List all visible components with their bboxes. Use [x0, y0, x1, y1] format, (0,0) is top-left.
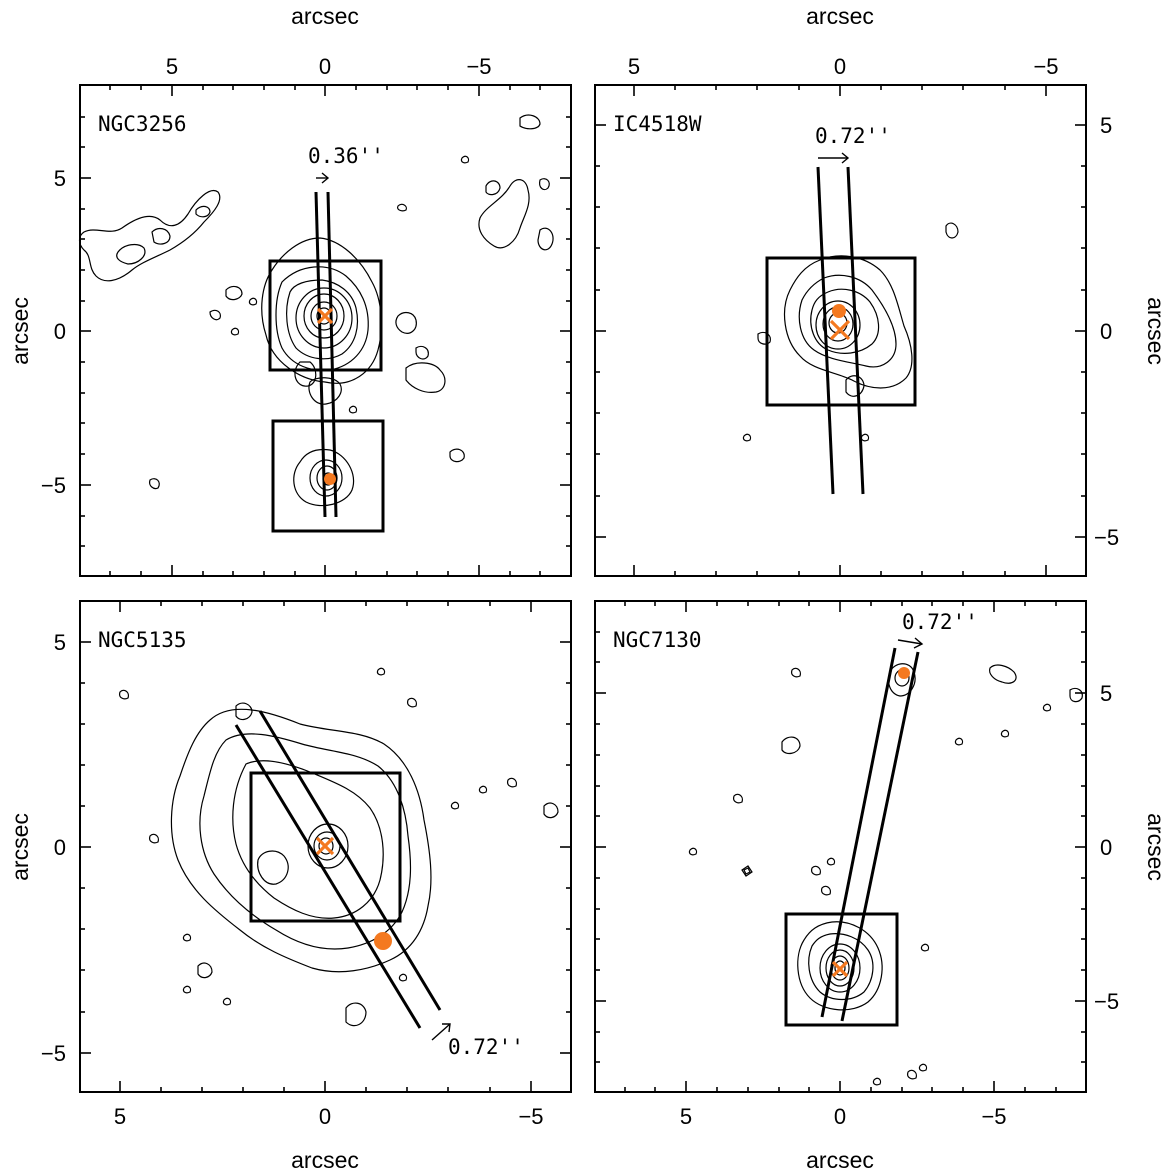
x-tick-label: 5 [114, 1104, 126, 1129]
y-tick-label: 0 [1100, 319, 1112, 344]
contours [119, 667, 559, 1027]
x-ticks [624, 601, 1057, 1092]
slit-line [840, 651, 920, 1022]
slit-width-label: 0.36'' [308, 144, 384, 168]
x-tick-label: 0 [319, 54, 331, 79]
bottom-left-x-axis-label: arcsec [291, 1147, 359, 1173]
y-ticks [595, 124, 1086, 538]
slit-width-label: 0.72'' [815, 124, 891, 148]
slit-line [326, 191, 338, 518]
y-tick-label: 0 [54, 319, 66, 344]
slit-width-label: 0.72'' [902, 610, 978, 634]
x-tick-label: 5 [680, 1104, 692, 1129]
contours [78, 114, 554, 507]
y-ticks [80, 641, 571, 1054]
y-tick-label: −5 [41, 473, 66, 498]
nucleus-cross-marker [829, 319, 851, 341]
bottom-right-y-axis-label: arcsec [1143, 813, 1163, 881]
slit-width-label: 0.72'' [448, 1035, 524, 1059]
bottom-right-x-axis-label: arcsec [806, 1147, 874, 1173]
slit-width-arrow [818, 152, 850, 164]
nucleus-dot-marker [898, 667, 910, 679]
slit-line [258, 710, 442, 1011]
slit-width-arrow [431, 1023, 451, 1041]
y-tick-label: 5 [1100, 113, 1112, 138]
panel-ngc7130: 5 0 −5 5 0 −5 NGC7130 [594, 600, 1119, 1129]
nucleus-dot-marker [324, 473, 336, 485]
y-ticks [80, 116, 571, 547]
slit-line [816, 166, 835, 495]
y-tick-label: 0 [1100, 835, 1112, 860]
nucleus-cross-marker [316, 307, 334, 325]
slit-line [314, 191, 327, 518]
x-tick-label: 5 [628, 54, 640, 79]
contours [688, 663, 1083, 1086]
panel-ngc5135: 5 0 −5 5 0 −5 NGC5135 [41, 600, 572, 1129]
y-tick-label: −5 [1094, 989, 1119, 1014]
aperture-box [268, 259, 383, 372]
nucleus-dot-marker [832, 304, 846, 318]
x-ticks [109, 85, 541, 576]
y-tick-label: 5 [54, 166, 66, 191]
nucleus-cross-marker [831, 960, 849, 978]
x-tick-label: 0 [319, 1104, 331, 1129]
aperture-box [249, 771, 402, 923]
nucleus-cross-marker [315, 836, 335, 856]
y-tick-label: −5 [41, 1041, 66, 1066]
x-tick-label: −5 [981, 1104, 1006, 1129]
top-left-x-axis-label: arcsec [291, 3, 359, 29]
panel-frame [594, 600, 1087, 1093]
x-tick-label: −5 [466, 54, 491, 79]
galaxy-name: NGC3256 [98, 112, 187, 136]
slit-line [846, 166, 865, 495]
slit-width-arrow [316, 172, 330, 184]
y-tick-label: 0 [54, 835, 66, 860]
galaxy-name: NGC7130 [613, 628, 702, 652]
aperture-box [271, 419, 385, 533]
x-ticks [633, 85, 1047, 576]
galaxy-name: IC4518W [613, 112, 702, 136]
aperture-box [765, 256, 917, 407]
top-left-y-axis-label: arcsec [7, 297, 33, 365]
slit-line [820, 647, 897, 1018]
bottom-left-y-axis-label: arcsec [7, 813, 33, 881]
x-tick-label: −5 [1033, 54, 1058, 79]
nucleus-dot-marker [374, 932, 392, 950]
y-ticks [595, 631, 1086, 1063]
top-right-y-axis-label: arcsec [1143, 297, 1163, 365]
x-tick-label: 5 [166, 54, 178, 79]
x-tick-label: −5 [518, 1104, 543, 1129]
panel-ic4518w: 5 0 −5 5 0 −5 IC4518W 0.72'' [594, 54, 1119, 577]
y-tick-label: −5 [1094, 525, 1119, 550]
contours [742, 222, 959, 442]
x-tick-label: 0 [834, 54, 846, 79]
slit-line [234, 724, 422, 1029]
slit-width-arrow [897, 637, 924, 649]
panel-ngc3256: 5 0 −5 5 0 −5 NGC3256 [41, 54, 572, 577]
galaxy-name: NGC5135 [98, 628, 187, 652]
y-tick-label: 5 [54, 630, 66, 655]
top-right-x-axis-label: arcsec [806, 3, 874, 29]
x-tick-label: 0 [834, 1104, 846, 1129]
x-ticks [119, 601, 532, 1092]
y-tick-label: 5 [1100, 681, 1112, 706]
